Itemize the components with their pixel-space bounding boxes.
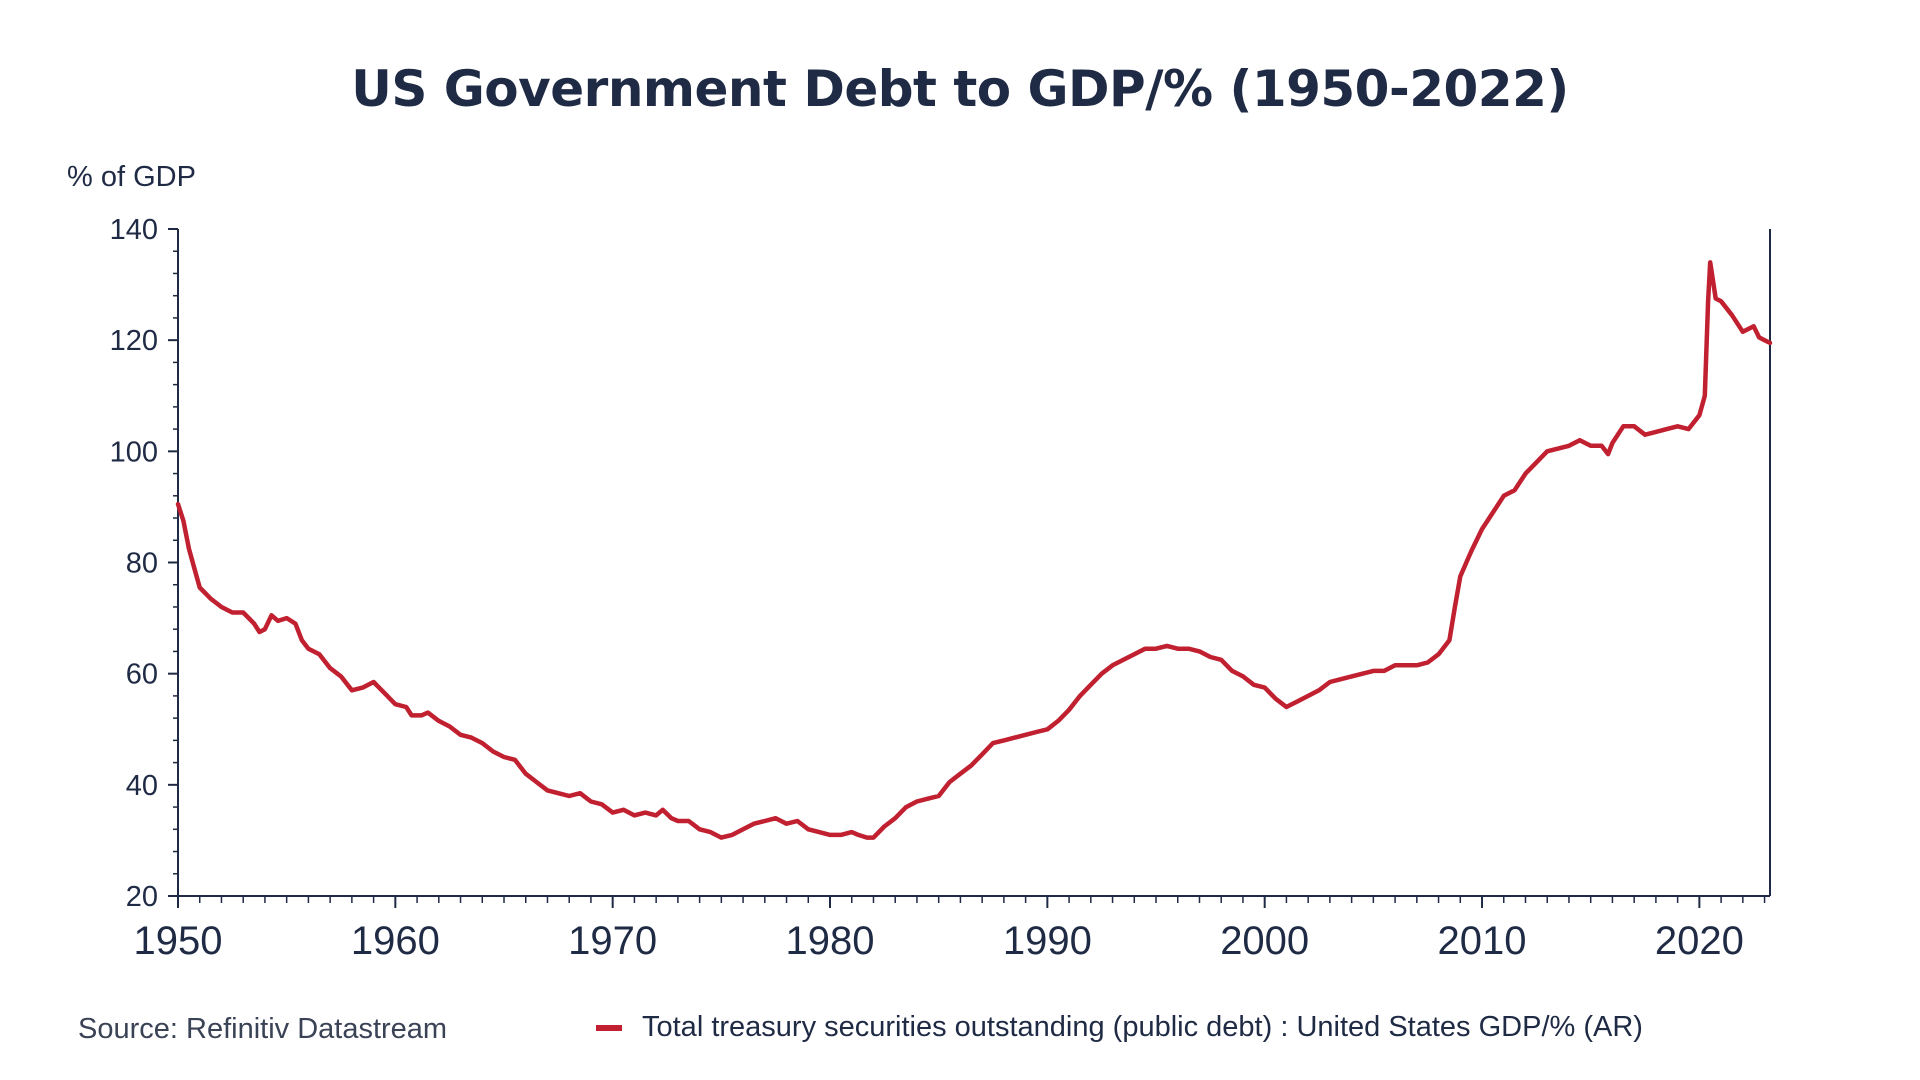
x-tick-label: 1990 — [1003, 919, 1092, 963]
y-tick-label: 140 — [110, 214, 158, 246]
y-tick-label: 20 — [126, 881, 158, 913]
y-tick-label: 60 — [126, 659, 158, 691]
x-tick-label: 1980 — [786, 919, 875, 963]
y-tick-label: 100 — [110, 436, 158, 468]
x-tick-label: 2020 — [1655, 919, 1744, 963]
source-note: Source: Refinitiv Datastream — [78, 1013, 448, 1045]
x-tick-label: 2000 — [1220, 919, 1309, 963]
legend-swatch — [596, 1024, 622, 1031]
chart-title: US Government Debt to GDP/% (1950-2022) — [351, 60, 1569, 118]
y-tick-label: 120 — [110, 325, 158, 357]
x-tick-label: 1960 — [351, 919, 440, 963]
x-tick-label: 1970 — [568, 919, 657, 963]
x-tick-label: 2010 — [1438, 919, 1527, 963]
legend-label: Total treasury securities outstanding (p… — [642, 1011, 1643, 1043]
x-tick-label: 1950 — [134, 919, 223, 963]
y-tick-label: 80 — [126, 548, 158, 580]
y-tick-label: 40 — [126, 770, 158, 802]
legend: Total treasury securities outstanding (p… — [596, 1011, 1643, 1044]
y-axis-label: % of GDP — [67, 161, 196, 193]
series-line-debt-to-gdp — [175, 260, 1773, 840]
